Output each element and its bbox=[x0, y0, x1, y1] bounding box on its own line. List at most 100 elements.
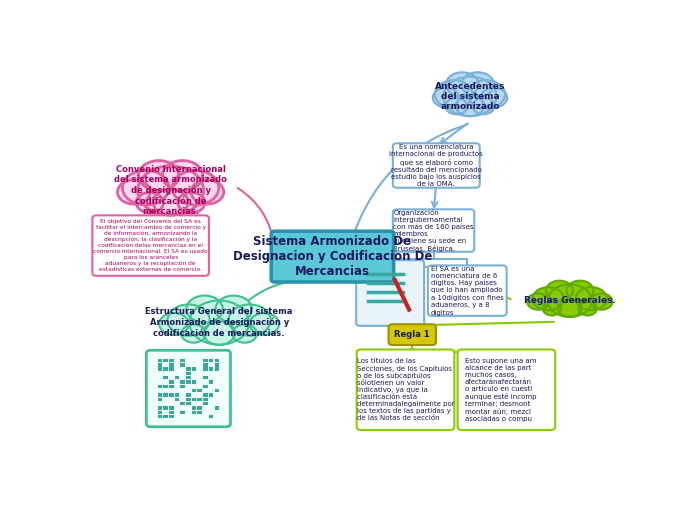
FancyBboxPatch shape bbox=[164, 406, 168, 410]
FancyBboxPatch shape bbox=[214, 406, 219, 410]
FancyBboxPatch shape bbox=[164, 410, 168, 414]
FancyBboxPatch shape bbox=[203, 398, 208, 401]
Text: Esto supone una am
alcance de las part
muchos casos,
afectaránafectarán
o artícu: Esto supone una am alcance de las part m… bbox=[465, 358, 536, 422]
Circle shape bbox=[591, 293, 612, 310]
FancyBboxPatch shape bbox=[175, 393, 180, 397]
FancyBboxPatch shape bbox=[158, 410, 162, 414]
FancyBboxPatch shape bbox=[164, 415, 168, 419]
Text: Reglas Generales.: Reglas Generales. bbox=[524, 296, 616, 305]
Circle shape bbox=[187, 295, 223, 322]
FancyBboxPatch shape bbox=[186, 372, 191, 375]
FancyBboxPatch shape bbox=[164, 410, 168, 414]
Circle shape bbox=[136, 192, 164, 213]
FancyBboxPatch shape bbox=[209, 359, 214, 362]
FancyBboxPatch shape bbox=[428, 265, 507, 316]
FancyBboxPatch shape bbox=[180, 363, 185, 367]
FancyBboxPatch shape bbox=[164, 363, 168, 367]
Circle shape bbox=[250, 313, 279, 335]
FancyBboxPatch shape bbox=[214, 367, 219, 371]
FancyBboxPatch shape bbox=[209, 367, 214, 371]
FancyBboxPatch shape bbox=[169, 367, 173, 371]
FancyBboxPatch shape bbox=[203, 367, 208, 371]
FancyBboxPatch shape bbox=[158, 406, 162, 410]
FancyBboxPatch shape bbox=[164, 363, 168, 367]
Circle shape bbox=[481, 88, 507, 107]
Circle shape bbox=[229, 304, 271, 336]
FancyBboxPatch shape bbox=[164, 410, 168, 414]
Circle shape bbox=[473, 98, 495, 114]
FancyBboxPatch shape bbox=[158, 359, 162, 362]
FancyBboxPatch shape bbox=[214, 363, 219, 367]
Circle shape bbox=[182, 324, 206, 343]
FancyBboxPatch shape bbox=[169, 415, 173, 419]
Text: Antecedentes
del sistema
armonizado: Antecedentes del sistema armonizado bbox=[435, 82, 505, 111]
FancyBboxPatch shape bbox=[271, 231, 394, 282]
FancyBboxPatch shape bbox=[203, 367, 208, 371]
FancyBboxPatch shape bbox=[164, 363, 168, 367]
Text: El SA es una
nomenclatura de 6
dígitos. Hay países
que lo han ampliado
a 10dígit: El SA es una nomenclatura de 6 dígitos. … bbox=[431, 266, 504, 316]
FancyBboxPatch shape bbox=[209, 363, 214, 367]
FancyBboxPatch shape bbox=[158, 363, 162, 367]
Circle shape bbox=[118, 180, 150, 204]
Text: Sistema Armonizado De
Designacion y Codificacion De
Mercancias: Sistema Armonizado De Designacion y Codi… bbox=[232, 235, 432, 278]
FancyBboxPatch shape bbox=[203, 363, 208, 367]
FancyBboxPatch shape bbox=[198, 398, 202, 401]
FancyBboxPatch shape bbox=[186, 376, 191, 380]
FancyBboxPatch shape bbox=[356, 349, 454, 430]
FancyBboxPatch shape bbox=[164, 376, 168, 380]
FancyBboxPatch shape bbox=[158, 385, 162, 388]
FancyBboxPatch shape bbox=[158, 415, 162, 419]
FancyBboxPatch shape bbox=[169, 359, 173, 362]
FancyBboxPatch shape bbox=[198, 406, 202, 410]
Text: Organización
intergubernamental
con más de 160 países
miembros
que tiene su sede: Organización intergubernamental con más … bbox=[393, 209, 474, 253]
Circle shape bbox=[122, 171, 169, 205]
Text: El objetivo del Convenio del SA es
facilitar el intercambio de comercio y
de inf: El objetivo del Convenio del SA es facil… bbox=[93, 219, 208, 272]
FancyBboxPatch shape bbox=[186, 402, 191, 406]
FancyBboxPatch shape bbox=[214, 367, 219, 371]
Circle shape bbox=[446, 72, 478, 96]
FancyBboxPatch shape bbox=[169, 363, 173, 367]
FancyBboxPatch shape bbox=[180, 385, 185, 388]
Circle shape bbox=[558, 300, 581, 317]
FancyBboxPatch shape bbox=[93, 215, 209, 276]
FancyBboxPatch shape bbox=[158, 367, 162, 371]
FancyBboxPatch shape bbox=[186, 393, 191, 397]
FancyBboxPatch shape bbox=[169, 410, 173, 414]
FancyBboxPatch shape bbox=[214, 389, 219, 393]
FancyBboxPatch shape bbox=[169, 415, 173, 419]
FancyBboxPatch shape bbox=[169, 363, 173, 367]
Text: Es una nomenclatura
internacional de productos
que se elaboró como
resultado del: Es una nomenclatura internacional de pro… bbox=[389, 145, 483, 187]
FancyBboxPatch shape bbox=[158, 393, 162, 397]
FancyBboxPatch shape bbox=[198, 410, 202, 414]
FancyBboxPatch shape bbox=[203, 359, 208, 362]
FancyBboxPatch shape bbox=[164, 367, 168, 371]
Circle shape bbox=[543, 302, 561, 316]
Circle shape bbox=[189, 301, 249, 345]
FancyBboxPatch shape bbox=[169, 385, 173, 388]
Circle shape bbox=[546, 281, 573, 301]
FancyBboxPatch shape bbox=[158, 363, 162, 367]
FancyBboxPatch shape bbox=[169, 380, 173, 384]
FancyBboxPatch shape bbox=[214, 359, 219, 362]
FancyBboxPatch shape bbox=[186, 398, 191, 401]
FancyBboxPatch shape bbox=[198, 389, 202, 393]
FancyBboxPatch shape bbox=[192, 367, 196, 371]
FancyBboxPatch shape bbox=[209, 359, 214, 362]
Circle shape bbox=[203, 321, 235, 345]
Circle shape bbox=[576, 287, 607, 310]
Circle shape bbox=[445, 98, 467, 114]
FancyBboxPatch shape bbox=[214, 359, 219, 362]
Circle shape bbox=[159, 313, 189, 335]
Circle shape bbox=[172, 171, 219, 205]
Circle shape bbox=[138, 166, 204, 215]
FancyBboxPatch shape bbox=[209, 393, 214, 397]
FancyBboxPatch shape bbox=[393, 210, 474, 252]
Circle shape bbox=[456, 95, 484, 116]
FancyBboxPatch shape bbox=[175, 376, 180, 380]
Text: Los títulos de las
Secciones, de los Capítulos
o de los subcapítulos
sólotienen : Los títulos de las Secciones, de los Cap… bbox=[357, 358, 454, 421]
FancyBboxPatch shape bbox=[164, 393, 168, 397]
Circle shape bbox=[578, 302, 596, 316]
FancyBboxPatch shape bbox=[209, 363, 214, 367]
Circle shape bbox=[191, 180, 223, 204]
FancyBboxPatch shape bbox=[169, 367, 173, 371]
